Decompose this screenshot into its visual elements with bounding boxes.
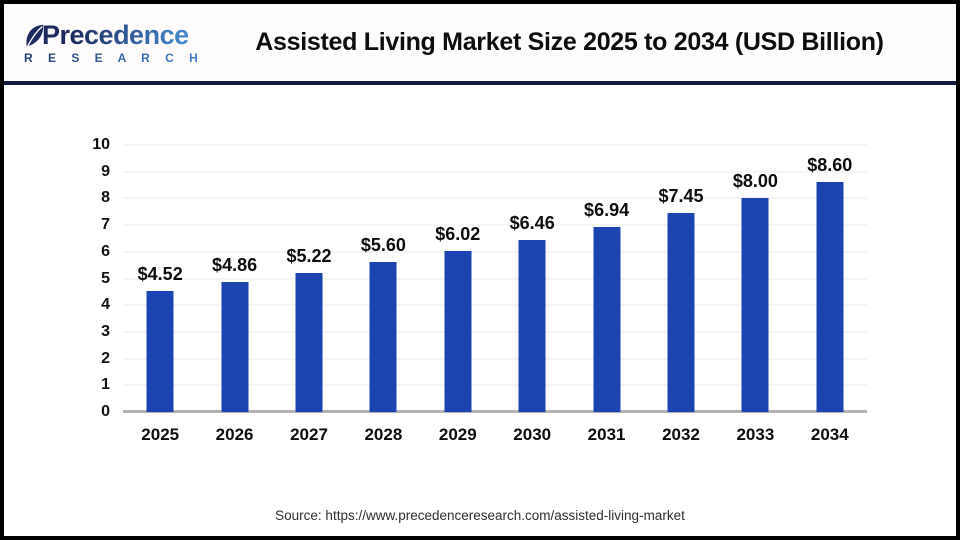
y-tick-label: 2 bbox=[101, 349, 110, 367]
bar-value-label: $4.52 bbox=[137, 264, 183, 285]
gridline bbox=[123, 304, 867, 306]
y-tick-label: 1 bbox=[101, 376, 110, 394]
plot-area: 0 1 2 3 4 5 6 7 8 9 10 $4.52 2025 $4.86 2026 $5.22 2027 $… bbox=[92, 137, 867, 444]
page-title: Assisted Living Market Size 2025 to 2034… bbox=[255, 28, 884, 56]
bar bbox=[444, 251, 472, 412]
bar-slot: $5.22 2027 bbox=[272, 145, 346, 444]
bar bbox=[295, 272, 323, 412]
gridline bbox=[123, 224, 867, 226]
brand-subtitle: R E S E A R C H bbox=[24, 50, 204, 65]
brand-name: Precedence bbox=[42, 19, 189, 50]
bar-slot: $4.86 2026 bbox=[197, 145, 271, 444]
y-tick-label: 5 bbox=[101, 269, 110, 287]
x-tick-label: 2029 bbox=[438, 425, 477, 444]
bar-value-label: $8.60 bbox=[807, 155, 853, 176]
bar-slot: $6.94 2031 bbox=[569, 145, 643, 444]
x-tick-label: 2028 bbox=[364, 425, 403, 444]
bar-value-label: $6.94 bbox=[584, 199, 630, 220]
bar-value-label: $8.00 bbox=[732, 171, 778, 192]
bar-slot: $6.46 2030 bbox=[495, 145, 569, 444]
y-tick-label: 10 bbox=[92, 136, 110, 153]
bar bbox=[741, 198, 769, 412]
y-tick-label: 6 bbox=[101, 242, 110, 260]
bar bbox=[518, 239, 546, 412]
gridline bbox=[123, 384, 867, 386]
gridline bbox=[123, 144, 867, 146]
source-text: Source: https://www.precedenceresearch.c… bbox=[275, 508, 685, 523]
y-tick-label: 3 bbox=[101, 322, 110, 340]
bar bbox=[593, 226, 621, 412]
bar-slot: $7.45 2032 bbox=[644, 145, 718, 444]
bar-value-label: $5.22 bbox=[286, 245, 332, 266]
bar bbox=[221, 282, 249, 412]
y-tick-label: 0 bbox=[101, 403, 110, 420]
x-tick-label: 2025 bbox=[141, 425, 180, 444]
y-tick-label: 7 bbox=[101, 216, 110, 234]
leaf-logo-icon bbox=[26, 24, 44, 47]
gridline bbox=[123, 197, 867, 199]
bar bbox=[816, 182, 844, 412]
bar-slot: $8.60 2034 bbox=[793, 145, 867, 444]
gridline bbox=[123, 251, 867, 253]
x-tick-label: 2032 bbox=[662, 425, 700, 444]
x-tick-label: 2026 bbox=[215, 425, 254, 444]
y-tick-label: 9 bbox=[101, 162, 110, 180]
bar-slot: $6.02 2029 bbox=[421, 145, 495, 444]
x-tick-label: 2027 bbox=[290, 425, 328, 444]
bar-value-label: $5.60 bbox=[360, 235, 406, 256]
bar-value-label: $7.45 bbox=[658, 186, 704, 207]
brand-logo: Precedence R E S E A R C H bbox=[4, 19, 209, 65]
x-axis-baseline bbox=[123, 410, 867, 413]
bar-value-label: $6.46 bbox=[509, 212, 555, 233]
x-tick-label: 2030 bbox=[513, 425, 552, 444]
bar-slot: $5.60 2028 bbox=[346, 145, 420, 444]
bar-value-label: $6.02 bbox=[435, 224, 481, 245]
chart-section: 0 1 2 3 4 5 6 7 8 9 10 $4.52 2025 $4.86 2026 $5.22 2027 $… bbox=[4, 85, 956, 536]
bar bbox=[146, 291, 174, 412]
y-tick-label: 8 bbox=[101, 189, 110, 207]
gridline bbox=[123, 331, 867, 333]
x-tick-label: 2031 bbox=[587, 425, 626, 444]
brand-row: Precedence bbox=[24, 19, 189, 50]
bar bbox=[369, 262, 397, 412]
bar-slot: $8.00 2033 bbox=[718, 145, 792, 444]
x-tick-label: 2034 bbox=[810, 425, 849, 444]
bar bbox=[667, 213, 695, 412]
gridline bbox=[123, 358, 867, 360]
header: Precedence R E S E A R C H Assisted Livi… bbox=[4, 4, 956, 85]
x-tick-label: 2033 bbox=[736, 425, 775, 444]
bar-slot: $4.52 2025 bbox=[123, 145, 197, 444]
gridline bbox=[123, 171, 867, 173]
bar-value-label: $4.86 bbox=[212, 255, 258, 276]
y-tick-label: 4 bbox=[101, 296, 110, 314]
gridline bbox=[123, 278, 867, 279]
